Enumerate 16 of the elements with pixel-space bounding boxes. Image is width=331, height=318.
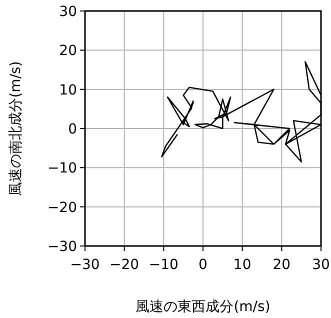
y-tick-label: 0 <box>68 122 77 138</box>
y-tick-label: −10 <box>47 160 77 177</box>
x-tick-label: −10 <box>148 257 178 273</box>
y-tick-label: −30 <box>47 239 77 255</box>
y-tick-label: −20 <box>47 200 77 216</box>
y-axis-title: 風速の南北成分(m/s) <box>8 61 24 196</box>
x-tick-label: 20 <box>272 257 291 273</box>
x-tick-label: 0 <box>198 257 208 273</box>
x-tick-label: −20 <box>110 257 140 273</box>
y-tick-label: 20 <box>59 43 77 60</box>
x-tick-label: 10 <box>233 257 252 273</box>
x-tick-label: 30 <box>312 257 330 273</box>
y-tick-label: 10 <box>59 82 77 98</box>
x-tick-label: −30 <box>70 257 100 273</box>
x-axis-title: 風速の東西成分(m/s) <box>136 299 270 315</box>
y-tick-label: 30 <box>59 4 77 20</box>
